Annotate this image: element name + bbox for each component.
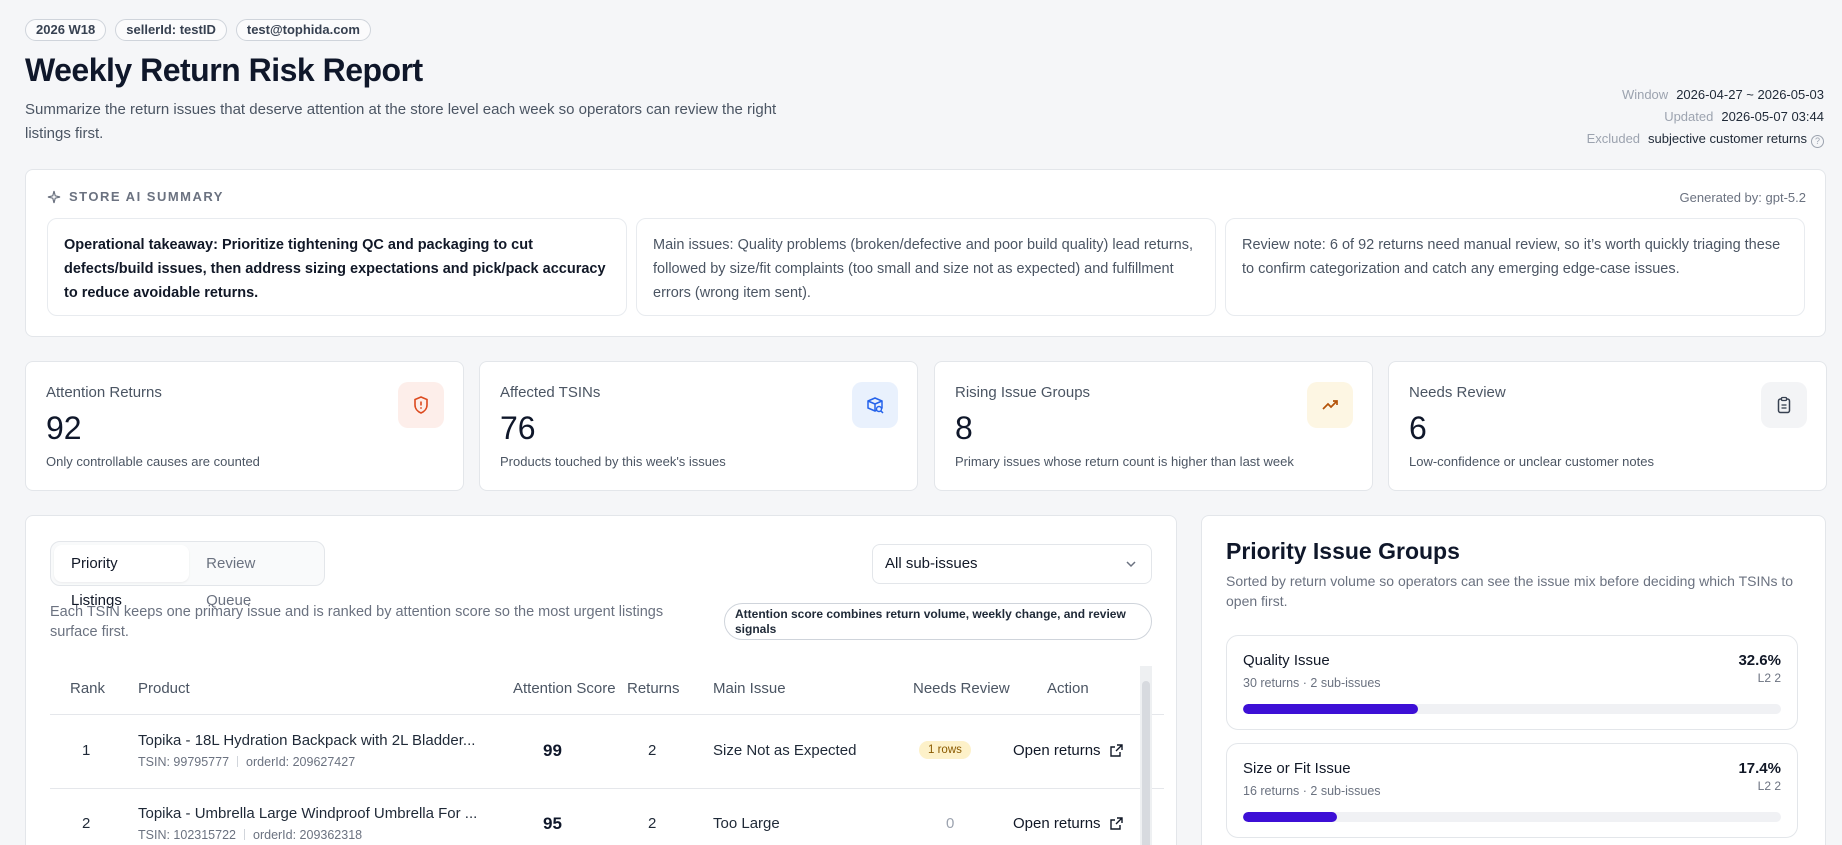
generated-by: Generated by: gpt-5.2 <box>1679 190 1806 205</box>
tab-priority-listings[interactable]: Priority Listings <box>54 545 190 609</box>
kpi-needs-review: Needs Review 6 Low-confidence or unclear… <box>1388 361 1827 491</box>
week-tag: 2026 W18 <box>25 19 107 41</box>
needs-review-badge: 1 rows <box>919 741 971 759</box>
help-icon[interactable]: ? <box>1811 135 1824 148</box>
page-description: Summarize the return issues that deserve… <box>25 101 777 142</box>
issue-group-size-fit[interactable]: Size or Fit Issue 16 returns · 2 sub-iss… <box>1226 743 1798 838</box>
issue-groups-description: Sorted by return volume so operators can… <box>1226 573 1794 609</box>
col-returns: Returns <box>627 680 680 697</box>
sub-issue-filter-select[interactable]: All sub-issues <box>872 544 1152 584</box>
share-bar <box>1243 812 1781 822</box>
product-name[interactable]: Topika - Umbrella Large Windproof Umbrel… <box>138 805 478 822</box>
col-main-issue: Main Issue <box>713 680 786 697</box>
needs-review-count: 0 <box>946 815 955 832</box>
col-attention-score: Attention Score <box>513 680 616 697</box>
tab-review-queue[interactable]: Review Queue <box>206 555 256 609</box>
seller-tag: sellerId: testID <box>115 19 227 41</box>
col-product: Product <box>138 680 190 697</box>
listings-description: Each TSIN keeps one primary issue and is… <box>50 604 664 640</box>
attention-score: 99 <box>543 741 562 760</box>
ai-takeaway: Operational takeaway: Prioritize tighten… <box>47 218 627 316</box>
sparkle-icon <box>47 190 61 203</box>
issue-groups-card: Priority Issue Groups Sorted by return v… <box>1201 515 1826 845</box>
ai-summary-card: STORE AI SUMMARY Generated by: gpt-5.2 O… <box>25 169 1826 337</box>
attention-score: 95 <box>543 814 562 833</box>
table-divider <box>50 788 1164 789</box>
package-search-icon <box>852 382 898 428</box>
meta-excluded: Excluded subjective customer returns? <box>1587 128 1824 150</box>
col-action: Action <box>1047 680 1089 697</box>
open-returns-link[interactable]: Open returns <box>1013 742 1124 759</box>
report-meta: Window 2026-04-27 ~ 2026-05-03 Updated 2… <box>1587 84 1824 150</box>
external-link-icon <box>1109 817 1123 830</box>
col-needs-review: Needs Review <box>913 680 1010 697</box>
product-name[interactable]: Topika - 18L Hydration Backpack with 2L … <box>138 732 476 749</box>
kpi-rising-issue-groups: Rising Issue Groups 8 Primary issues who… <box>934 361 1373 491</box>
ai-summary-heading: STORE AI SUMMARY <box>47 189 224 204</box>
external-link-icon <box>1109 744 1123 757</box>
page-title: Weekly Return Risk Report <box>25 52 423 88</box>
shield-alert-icon <box>398 382 444 428</box>
ai-main-issues: Main issues: Quality problems (broken/de… <box>636 218 1216 316</box>
trending-up-icon <box>1307 382 1353 428</box>
report-tags: 2026 W18 sellerId: testID test@tophida.c… <box>25 19 371 41</box>
attention-score-note: Attention score combines return volume, … <box>724 603 1152 640</box>
email-tag: test@tophida.com <box>235 19 371 41</box>
col-rank: Rank <box>70 680 106 697</box>
open-returns-link[interactable]: Open returns <box>1013 815 1124 832</box>
issue-group-quality[interactable]: Quality Issue 30 returns · 2 sub-issues … <box>1226 635 1798 730</box>
kpi-affected-tsins: Affected TSINs 76 Products touched by th… <box>479 361 918 491</box>
listings-card: Priority Listings Review Queue All sub-i… <box>25 515 1177 845</box>
issue-groups-title: Priority Issue Groups <box>1226 538 1460 564</box>
table-divider <box>50 714 1164 715</box>
kpi-attention-returns: Attention Returns 92 Only controllable c… <box>25 361 464 491</box>
listing-tabs: Priority Listings Review Queue <box>50 541 325 609</box>
ai-review-note: Review note: 6 of 92 returns need manual… <box>1225 218 1805 316</box>
meta-window: Window 2026-04-27 ~ 2026-05-03 <box>1621 87 1824 102</box>
scrollbar-thumb[interactable] <box>1142 681 1150 845</box>
clipboard-icon <box>1761 382 1807 428</box>
meta-updated: Updated 2026-05-07 03:44 <box>1664 109 1824 124</box>
chevron-down-icon <box>1126 561 1136 568</box>
share-bar <box>1243 704 1781 714</box>
